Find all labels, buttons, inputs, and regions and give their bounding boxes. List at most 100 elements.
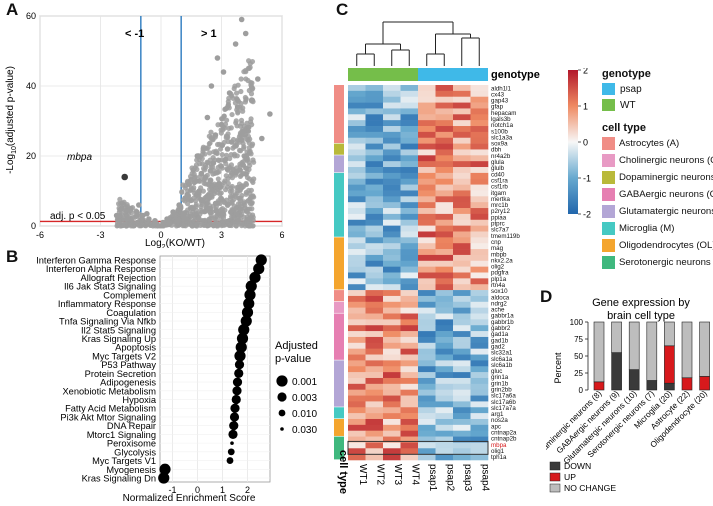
pvalue-legend-label: 0.030 [292,425,317,436]
bar-y-tick-label: 25 [574,369,583,378]
heatmap-cell [453,254,471,262]
heatmap-cell [400,360,419,367]
enrichment-dot [244,289,256,301]
heatmap-cell [418,424,436,432]
heatmap-cell [365,377,384,385]
volcano-point [233,118,239,124]
heatmap-cell [453,336,471,344]
heatmap-cell [453,143,471,150]
heatmap-cell [400,372,419,379]
heatmap-cell [418,366,436,373]
enrichment-dot [238,324,250,336]
volcano-point [218,211,224,217]
heatmap-cell [400,331,419,338]
volcano-point [196,188,203,194]
heatmap-cell [400,143,419,150]
heatmap-cell [400,219,419,226]
celltype-side-bar [334,407,344,419]
heatmap-cell [400,120,419,127]
volcano-point [201,209,208,215]
bar-segment-no-change [646,321,658,381]
heatmap-cell [383,301,401,308]
heatmap-cell [348,137,366,144]
gene-label: mag [491,245,504,252]
heatmap-cell [453,331,471,338]
heatmap-cell [365,254,384,262]
volcano-point [242,223,248,229]
heatmap-cell [348,284,366,291]
heatmap-cell [418,167,436,174]
heatmap-cell [365,243,384,250]
heatmap-cell [348,143,366,150]
heatmap-cell [418,284,436,291]
heatmap-cell [470,85,489,92]
heatmap-cell [470,126,489,133]
bar-y-tick-label: 50 [574,352,583,361]
heatmap-cell [418,430,436,437]
volcano-point [200,146,207,152]
legend-swatch [602,99,615,111]
heatmap-cell [435,213,454,221]
volcano-point [267,111,273,117]
heatmap-cell [418,196,436,203]
volcano-point [259,135,265,142]
legend-swatch [602,171,615,184]
heatmap-cell [400,225,419,232]
heatmap-cell [435,354,454,361]
volcano-point [241,144,247,150]
gene-label: pdgfra [491,270,509,277]
heatmap-cell [400,266,419,273]
heatmap-cell [383,413,401,420]
gene-label: grin2bb [491,387,512,394]
heatmap-cell [348,407,366,414]
heatmap-cell [470,90,489,98]
volcano-x-tick-label: -6 [36,230,44,240]
gene-label: ndrg2 [491,300,507,307]
volcano-point [113,212,120,219]
gene-label: cnp [491,239,502,246]
heatmap-cell [435,149,454,156]
volcano-point [237,123,244,129]
gene-label: hepacam [491,110,516,117]
volcano-point [176,202,182,208]
volcano-point [233,90,240,96]
pathway-label: Inflammatory Response [58,299,156,309]
pathway-label: Pi3k Akt Mtor Signaling [60,412,156,422]
volcano-y-tick-label: 0 [31,221,36,231]
heatmap-cell [435,442,454,449]
heatmap-cell [470,237,489,244]
volcano-point [236,167,243,173]
heatmap-cell [470,430,489,437]
gene-label: slc32a1 [491,350,513,357]
heatmap-cell [383,172,401,180]
heatmap-cell [418,348,436,355]
volcano-point [190,167,197,173]
heatmap-cell [453,272,471,279]
volcano-point [241,200,247,207]
gene-label: plp1a [491,276,507,283]
heatmap-cell [435,90,454,98]
heatmap-cell [418,231,436,238]
pvalue-legend-title-line2: p-value [275,353,311,365]
enrichment-dot [243,298,255,310]
heatmap-cell [365,219,384,226]
gene-label: grin1b [491,380,509,387]
heatmap-cell [470,208,489,215]
volcano-point [219,196,225,203]
heatmap-cell [348,424,366,432]
heatmap-cell [453,219,471,226]
heatmap-cell [470,202,489,209]
heatmap-cell [453,190,471,197]
volcano-x-axis-label: Log2(KO/WT) [145,238,205,248]
volcano-point [117,196,123,202]
heatmap-cell [435,395,454,402]
celltype-legend-label: GABAergic neurons (Ga) [619,189,713,200]
volcano-point [214,190,220,196]
heatmap-cell [348,290,366,297]
heatmap-cell [418,266,436,273]
volcano-point [249,122,255,128]
heatmap-cell [453,131,471,139]
enrichment-dot [230,441,234,445]
heatmap-cell [400,436,419,443]
heatmap-cell [418,377,436,385]
